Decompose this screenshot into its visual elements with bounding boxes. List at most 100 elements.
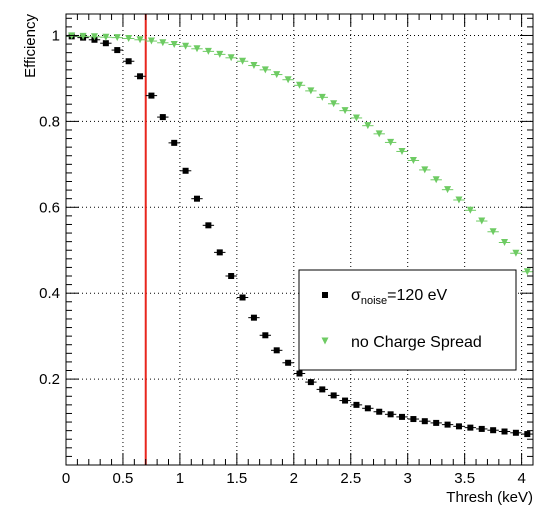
y-tick-label: 0.2 <box>39 371 60 388</box>
data-point-sigma-noise <box>273 347 280 354</box>
data-point-no-charge-spread <box>79 32 87 40</box>
legend-label-no-charge-spread: no Charge Spread <box>351 334 482 351</box>
data-point-no-charge-spread <box>398 147 406 155</box>
x-tick-label: 0.5 <box>113 470 134 487</box>
legend-label-subscript: noise <box>361 295 387 307</box>
data-point-sigma-noise <box>433 419 440 426</box>
data-point-sigma-noise <box>216 249 223 256</box>
data-point-sigma-noise <box>137 73 144 80</box>
x-tick-label: 2 <box>290 470 298 487</box>
data-point-no-charge-spread <box>102 33 110 41</box>
data-point-sigma-noise <box>319 386 326 393</box>
data-point-no-charge-spread <box>318 93 326 101</box>
data-point-sigma-noise <box>250 314 257 321</box>
y-tick-label: 0.4 <box>39 285 60 302</box>
x-axis-label: Thresh (keV) <box>446 489 533 506</box>
data-point-no-charge-spread <box>375 130 383 138</box>
data-point-no-charge-spread <box>136 36 144 44</box>
data-point-sigma-noise <box>159 114 166 121</box>
data-point-no-charge-spread <box>387 138 395 146</box>
data-point-no-charge-spread <box>250 62 258 70</box>
data-point-no-charge-spread <box>204 47 212 55</box>
data-point-sigma-noise <box>193 195 200 202</box>
data-point-sigma-noise <box>182 167 189 174</box>
data-point-sigma-noise <box>376 408 383 415</box>
data-point-no-charge-spread <box>90 33 98 41</box>
data-point-no-charge-spread <box>182 42 190 50</box>
data-point-sigma-noise <box>148 92 155 99</box>
tick-labels: 0 0.5 1 1.5 2 2.5 3 3.5 4 0.2 0.4 0.6 0.8 1 <box>39 27 526 487</box>
data-point-no-charge-spread <box>466 206 474 214</box>
data-point-no-charge-spread <box>113 34 121 42</box>
data-point-sigma-noise <box>171 139 178 146</box>
data-point-no-charge-spread <box>261 66 269 74</box>
y-axis-label: Efficiency <box>22 14 39 78</box>
x-tick-label: 4 <box>517 470 525 487</box>
x-tick-label: 1 <box>176 470 184 487</box>
data-point-sigma-noise <box>102 40 109 47</box>
data-point-sigma-noise <box>501 428 508 435</box>
data-point-no-charge-spread <box>170 40 178 48</box>
data-point-sigma-noise <box>307 379 314 386</box>
data-point-sigma-noise <box>524 431 531 438</box>
data-point-no-charge-spread <box>409 156 417 164</box>
data-point-sigma-noise <box>399 413 406 420</box>
data-point-no-charge-spread <box>307 87 315 95</box>
data-point-no-charge-spread <box>432 176 440 184</box>
data-point-no-charge-spread <box>364 122 372 130</box>
data-point-sigma-noise <box>387 411 394 418</box>
data-point-no-charge-spread <box>352 114 360 122</box>
data-point-no-charge-spread <box>296 81 303 89</box>
data-point-sigma-noise <box>296 370 303 377</box>
data-point-sigma-noise <box>228 273 235 280</box>
x-tick-label: 2.5 <box>340 470 361 487</box>
data-point-sigma-noise <box>125 58 132 65</box>
data-point-sigma-noise <box>512 429 519 436</box>
legend: σnoise=120 eV no Charge Spread <box>298 269 517 371</box>
data-point-no-charge-spread <box>193 45 201 53</box>
data-point-sigma-noise <box>239 294 246 301</box>
data-point-no-charge-spread <box>227 54 235 62</box>
legend-label-symbol: σ <box>351 287 361 304</box>
x-tick-label: 3.5 <box>454 470 475 487</box>
x-tick-label: 3 <box>404 470 412 487</box>
data-point-sigma-noise <box>205 222 212 229</box>
data-point-sigma-noise <box>455 423 462 430</box>
data-point-no-charge-spread <box>501 239 509 247</box>
axis-ticks <box>65 14 533 465</box>
data-point-no-charge-spread <box>478 217 486 225</box>
data-point-no-charge-spread <box>159 39 167 47</box>
data-point-sigma-noise <box>490 427 497 434</box>
data-point-sigma-noise <box>262 332 269 339</box>
legend-label-sigma-noise: σnoise=120 eV <box>351 287 448 307</box>
data-point-no-charge-spread <box>523 268 531 276</box>
data-point-no-charge-spread <box>341 107 349 115</box>
data-point-sigma-noise <box>467 424 474 431</box>
x-tick-label: 1.5 <box>226 470 247 487</box>
data-point-no-charge-spread <box>489 228 497 236</box>
data-point-sigma-noise <box>364 405 371 412</box>
data-point-no-charge-spread <box>330 100 338 108</box>
data-point-sigma-noise <box>421 418 428 425</box>
data-point-no-charge-spread <box>455 196 463 204</box>
data-point-no-charge-spread <box>147 37 155 45</box>
plot-frame <box>65 13 534 466</box>
y-tick-label: 0.6 <box>39 199 60 216</box>
data-point-no-charge-spread <box>512 249 520 257</box>
data-point-sigma-noise <box>114 47 121 54</box>
y-tick-label: 1 <box>52 27 60 44</box>
data-point-no-charge-spread <box>284 76 292 84</box>
data-point-sigma-noise <box>410 416 417 423</box>
data-point-no-charge-spread <box>216 50 224 58</box>
legend-label-value: =120 eV <box>387 287 447 304</box>
data-point-sigma-noise <box>342 397 349 404</box>
legend-marker-square <box>322 292 328 298</box>
x-tick-label: 0 <box>62 470 70 487</box>
data-point-no-charge-spread <box>125 34 133 42</box>
data-point-no-charge-spread <box>239 57 247 65</box>
data-point-no-charge-spread <box>273 71 281 79</box>
data-point-sigma-noise <box>330 392 337 399</box>
data-point-sigma-noise <box>285 359 292 366</box>
